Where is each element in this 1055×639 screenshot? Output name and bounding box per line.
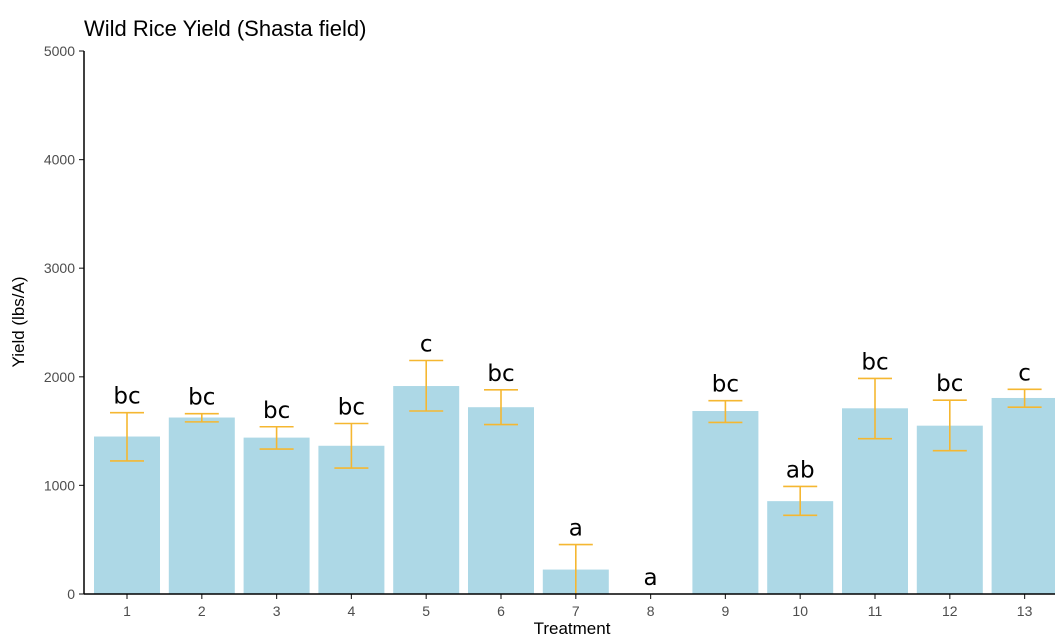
y-tick-label: 4000 [44,152,75,168]
significance-label: a [569,516,583,542]
y-tick-label: 2000 [44,369,75,385]
error-bar-treatment-1 [110,411,144,462]
error-bar-treatment-7 [558,543,593,594]
x-tick-label: 5 [422,603,430,619]
y-axis-title: Yield (lbs/A) [9,276,28,367]
x-tick-label: 2 [198,603,206,619]
error-bar-treatment-5 [409,359,444,412]
y-tick-label: 5000 [44,43,75,59]
significance-label: bc [263,398,290,424]
significance-labels: bc bc bc bc c bc a a bc ab bc bc c [113,332,1031,591]
bar-treatment-6 [468,407,534,594]
significance-label: c [1018,360,1031,386]
error-bar-treatment-9 [708,399,743,424]
significance-label: bc [861,349,888,375]
bar-treatment-4 [318,445,385,594]
x-tick-label: 13 [1017,603,1033,619]
x-tick-label: 10 [792,603,808,619]
bar-treatment-9 [692,411,759,594]
x-tick-label: 3 [273,603,281,619]
error-bar-treatment-3 [259,425,294,450]
x-tick-label: 1 [123,603,131,619]
x-tick-label: 9 [722,603,730,619]
x-tick-label: 11 [868,603,883,619]
significance-label: bc [338,394,365,420]
significance-label: c [420,332,433,358]
x-axis-title: Treatment [534,619,611,638]
error-bar-treatment-10 [783,485,818,517]
x-tick-label: 4 [348,603,356,619]
y-tick-label: 3000 [44,260,75,276]
x-tick-label: 7 [572,603,580,619]
bar-treatment-3 [243,437,310,594]
bars [94,386,1055,594]
error-bar-treatment-4 [334,422,369,469]
x-tick-label: 12 [942,603,958,619]
significance-label: bc [936,371,963,397]
error-bar-treatment-12 [932,399,967,452]
bar-treatment-1 [94,436,160,594]
bar-treatment-10 [767,501,834,594]
bar-treatment-13 [991,397,1055,594]
significance-label: bc [487,361,514,387]
y-tick-label: 0 [67,586,75,602]
significance-label: a [644,565,658,591]
significance-label: bc [113,384,140,410]
x-axis-ticks: 1 2 3 4 5 6 7 8 9 10 11 12 13 [123,594,1033,619]
significance-label: bc [712,372,739,398]
bar-treatment-2 [168,417,235,594]
x-tick-label: 6 [497,603,505,619]
error-bars [110,359,1042,594]
x-tick-label: 8 [647,603,655,619]
error-bar-treatment-2 [184,412,219,423]
error-bar-treatment-6 [484,389,518,426]
bar-treatment-5 [393,386,460,594]
y-axis-ticks: 0 1000 2000 3000 4000 5000 [44,43,84,602]
significance-label: bc [188,385,215,411]
error-bar-treatment-13 [1007,388,1042,409]
bar-treatment-12 [916,425,983,594]
y-tick-label: 1000 [44,477,75,493]
chart-title: Wild Rice Yield (Shasta field) [84,16,366,41]
error-bar-treatment-11 [858,377,892,440]
significance-label: ab [786,457,815,483]
